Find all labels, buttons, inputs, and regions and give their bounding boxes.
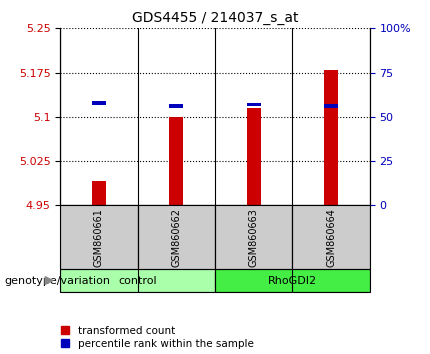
Text: control: control xyxy=(118,275,157,286)
Text: RhoGDI2: RhoGDI2 xyxy=(268,275,317,286)
Bar xyxy=(138,205,215,269)
Bar xyxy=(247,103,261,106)
Bar xyxy=(169,117,183,205)
Legend: transformed count, percentile rank within the sample: transformed count, percentile rank withi… xyxy=(61,326,254,349)
Bar xyxy=(215,205,292,269)
Bar xyxy=(324,70,338,205)
Bar xyxy=(60,205,138,269)
Title: GDS4455 / 214037_s_at: GDS4455 / 214037_s_at xyxy=(132,11,298,24)
Text: GSM860662: GSM860662 xyxy=(171,208,181,267)
Bar xyxy=(60,269,215,292)
Bar xyxy=(292,205,370,269)
Text: genotype/variation: genotype/variation xyxy=(4,275,111,286)
Text: GSM860663: GSM860663 xyxy=(249,208,259,267)
Bar xyxy=(247,108,261,205)
Bar xyxy=(92,102,106,105)
Bar xyxy=(169,104,183,108)
Text: GSM860661: GSM860661 xyxy=(94,208,104,267)
Bar xyxy=(92,181,106,205)
Text: GSM860664: GSM860664 xyxy=(326,208,336,267)
Bar xyxy=(324,104,338,108)
Bar xyxy=(215,269,370,292)
